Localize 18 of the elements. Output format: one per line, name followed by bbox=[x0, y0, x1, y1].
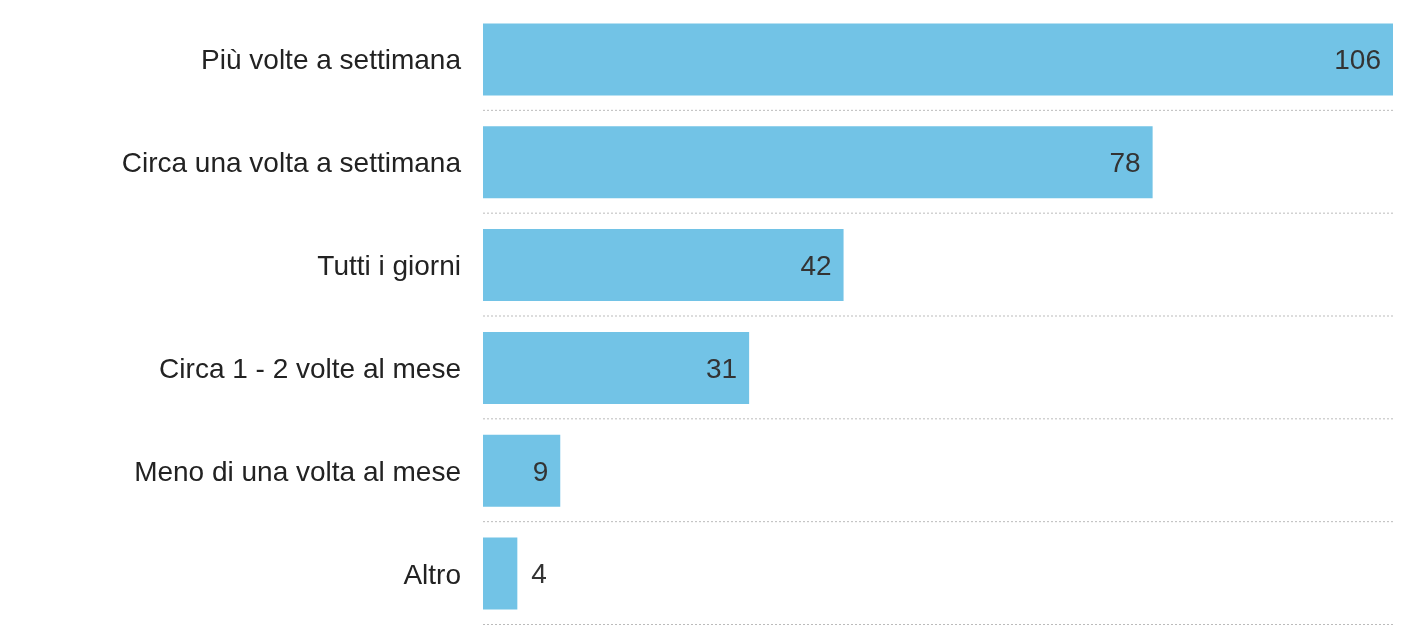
bar bbox=[483, 434, 561, 507]
data-label: 9 bbox=[532, 455, 549, 487]
bar bbox=[483, 331, 750, 404]
data-label: 42 bbox=[800, 249, 832, 281]
y-tick-label: Tutti i giorni bbox=[317, 250, 461, 282]
y-tick-label: Circa 1 - 2 volte al mese bbox=[159, 352, 461, 384]
bar bbox=[483, 23, 1393, 96]
y-tick-label: Circa una volta a settimana bbox=[121, 147, 462, 179]
data-label: 4 bbox=[531, 558, 547, 590]
bar bbox=[483, 537, 518, 610]
data-label: 31 bbox=[705, 352, 738, 384]
bar bbox=[483, 229, 844, 302]
y-tick-label: Più volte a settimana bbox=[201, 44, 462, 76]
bar bbox=[483, 126, 1153, 199]
y-tick-label: Altro bbox=[403, 558, 461, 590]
data-label: 78 bbox=[1109, 147, 1141, 179]
data-label: 106 bbox=[1334, 44, 1381, 76]
y-tick-label: Meno di una volta al mese bbox=[134, 455, 461, 487]
